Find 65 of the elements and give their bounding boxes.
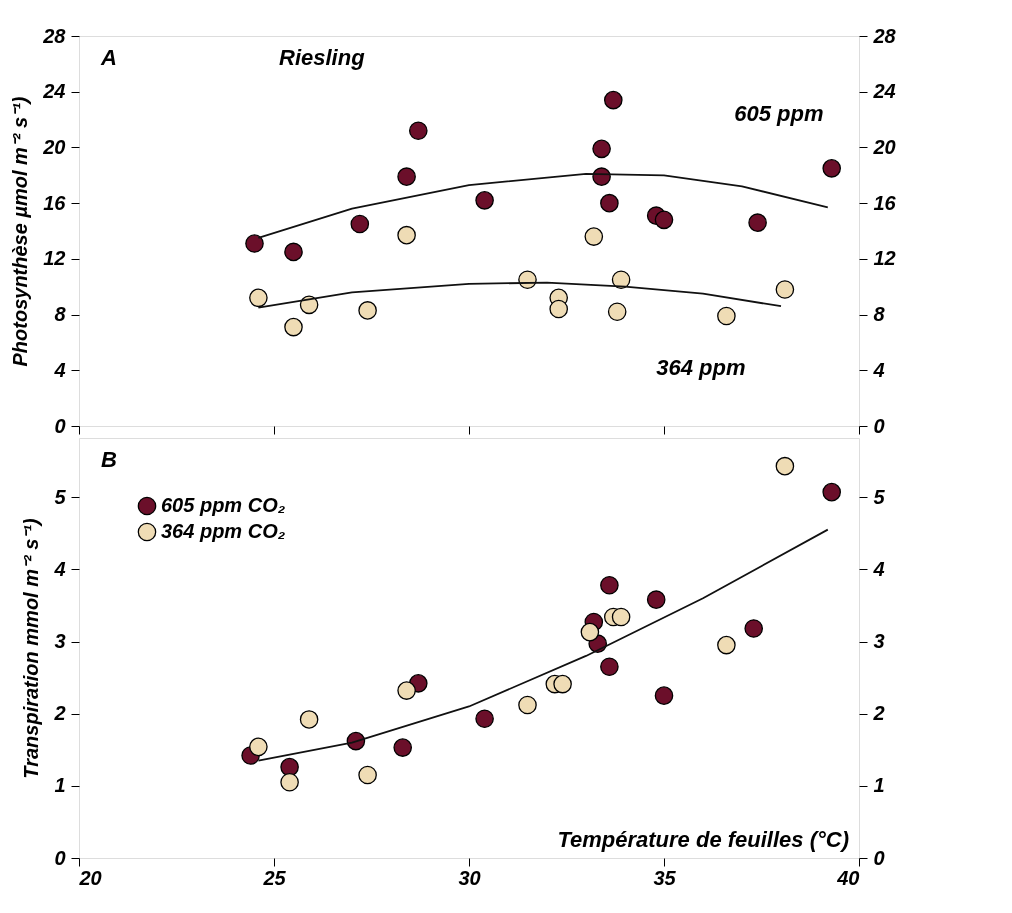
point (245, 234, 264, 253)
x-tick-label: 40 (836, 866, 860, 889)
y-tick-label: 0 (54, 414, 66, 437)
y-tick-label: 16 (43, 191, 67, 214)
x-axis-title: Température de feuilles (°C) (557, 827, 849, 852)
annotation: B (101, 447, 117, 472)
y-tick-label: 24 (42, 80, 66, 103)
y-axis-title: Photosynthèse µmol m⁻² s⁻¹) (9, 96, 32, 367)
y2-tick-label: 4 (872, 557, 885, 580)
x-tick-label: 35 (653, 866, 677, 889)
point (397, 167, 416, 186)
point (475, 191, 494, 210)
point (775, 280, 795, 299)
y-tick-label: 5 (54, 485, 67, 508)
y-tick-label: 0 (54, 846, 66, 869)
y-tick-label: 4 (53, 358, 66, 381)
annotation: A (100, 45, 117, 70)
point (600, 193, 619, 213)
point (350, 214, 370, 234)
y-tick-label: 1 (54, 774, 66, 797)
y2-tick-label: 2 (872, 702, 885, 725)
x-tick-label: 20 (78, 866, 102, 889)
legend-label: 364 ppm CO₂ (161, 520, 286, 542)
point (358, 301, 377, 320)
y2-tick-label: 5 (873, 485, 886, 508)
point (717, 306, 736, 326)
point (748, 213, 767, 232)
point (603, 90, 623, 110)
point (284, 242, 303, 262)
y2-tick-label: 0 (873, 846, 885, 869)
legend-label: 605 ppm CO₂ (161, 494, 286, 516)
point (284, 317, 303, 337)
y-tick-label: 2 (53, 702, 66, 725)
point (397, 225, 416, 245)
y2-tick-label: 3 (873, 630, 885, 653)
y-tick-label: 8 (54, 303, 67, 326)
point (592, 139, 611, 159)
y2-tick-label: 20 (872, 135, 896, 158)
annotation: 364 ppm (656, 355, 746, 380)
point (822, 159, 842, 178)
y-axis-title: Transpiration mmol m⁻² s⁻¹) (20, 518, 43, 779)
y2-tick-label: 1 (873, 774, 885, 797)
y-tick-label: 28 (42, 24, 67, 47)
y2-tick-label: 8 (873, 303, 886, 326)
y2-tick-label: 12 (873, 247, 896, 270)
point (249, 288, 268, 308)
y2-tick-label: 24 (872, 80, 896, 103)
point (408, 121, 428, 141)
y-tick-label: 4 (53, 557, 66, 580)
point (584, 227, 604, 246)
y-tick-label: 20 (42, 135, 66, 158)
annotation: Riesling (279, 45, 366, 70)
point (611, 270, 631, 290)
y2-tick-label: 16 (873, 191, 897, 214)
x-tick-label: 25 (262, 866, 287, 889)
point (549, 299, 569, 319)
x-tick-label: 30 (458, 866, 481, 889)
y-tick-label: 12 (43, 247, 66, 270)
y2-tick-label: 0 (873, 414, 885, 437)
point (607, 302, 627, 322)
annotation: 605 ppm (734, 101, 824, 126)
y2-tick-label: 4 (872, 358, 885, 381)
y2-tick-label: 28 (872, 24, 897, 47)
point (654, 210, 674, 230)
y-tick-label: 3 (54, 630, 66, 653)
